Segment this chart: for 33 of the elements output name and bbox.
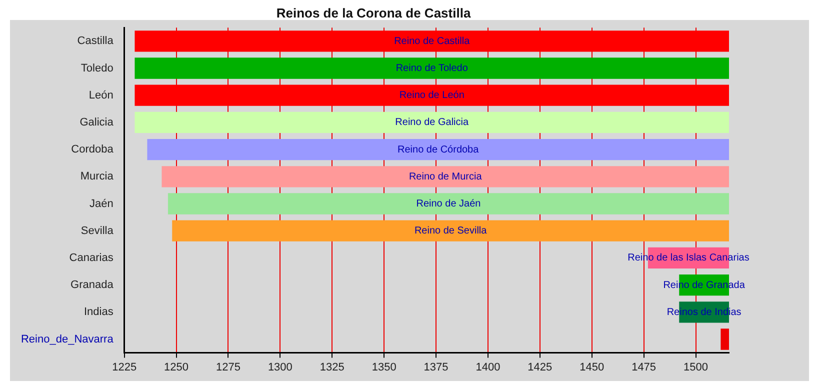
x-tick-label: 1350	[372, 361, 396, 374]
y-tick-label: Canarias	[69, 252, 114, 264]
y-tick-label: Indias	[84, 306, 114, 318]
x-tick-label: 1300	[268, 361, 292, 374]
y-tick-label: Granada	[70, 279, 114, 292]
x-tick-label: 1250	[164, 361, 189, 374]
y-tick-label: Sevilla	[80, 224, 114, 237]
x-tick-label: 1450	[580, 361, 604, 374]
data-label: Reino de Córdoba	[398, 144, 480, 156]
y-tick-label: Murcia	[80, 170, 114, 183]
x-tick-label: 1475	[632, 361, 656, 374]
y-tick-label: León	[88, 89, 114, 102]
data-label: Reino de Toledo	[396, 63, 468, 74]
chart-title: Reinos de la Corona de Castilla	[276, 5, 472, 20]
x-tick-label: 1275	[216, 361, 240, 374]
y-tick-label: Jaén	[89, 198, 114, 210]
data-label: Reino de León	[399, 90, 464, 102]
y-tick-label: Castilla	[77, 35, 114, 48]
x-tick-label: 1325	[320, 361, 344, 374]
data-label: Reino de Galicia	[395, 117, 469, 128]
y-tick-label: Toledo	[80, 62, 114, 74]
y-tick-label: Cordoba	[71, 144, 114, 156]
data-label: Reino de Murcia	[408, 171, 482, 182]
x-tick-label: 1500	[684, 361, 708, 374]
data-label: Reino de Sevilla	[414, 226, 488, 237]
x-tick-label: 1425	[528, 361, 552, 374]
x-tick-label: 1225	[112, 361, 137, 374]
y-tick-label: Reino_de_Navarra	[20, 333, 114, 346]
data-label: Reino de Jaén	[416, 198, 481, 210]
x-tick-label: 1400	[476, 361, 500, 374]
y-tick-label: Galicia	[80, 116, 114, 128]
data-label: Reino de Castilla	[394, 36, 470, 47]
x-tick-label: 1375	[424, 361, 448, 374]
